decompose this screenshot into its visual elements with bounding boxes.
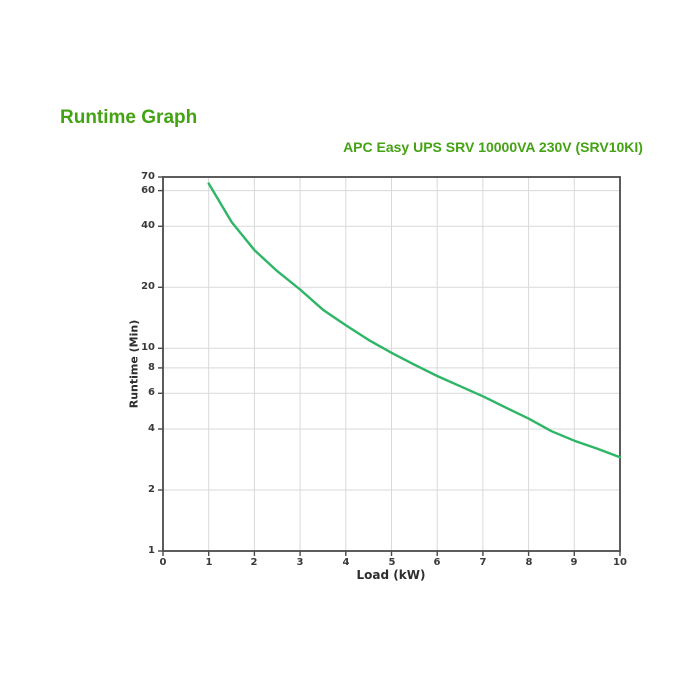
- runtime-curve: [207, 182, 622, 459]
- x-tick-label: 10: [613, 557, 627, 568]
- x-tick-label: 7: [479, 557, 487, 568]
- x-tick-label: 3: [296, 557, 304, 568]
- y-tick-label: 6: [148, 387, 155, 398]
- y-tick-label: 8: [148, 362, 155, 373]
- page-title: Runtime Graph: [60, 107, 198, 128]
- chart-title: APC Easy UPS SRV 10000VA 230V (SRV10KI): [343, 139, 643, 155]
- x-axis-label: Load (kW): [356, 568, 426, 582]
- y-tick-label: 70: [141, 171, 155, 182]
- x-tick-label: 2: [250, 557, 258, 568]
- y-tick-label: 40: [141, 220, 155, 231]
- x-tick-label: 8: [525, 557, 533, 568]
- y-tick-label: 1: [148, 545, 155, 556]
- x-tick-label: 4: [342, 557, 350, 568]
- y-tick-label: 60: [141, 185, 155, 196]
- x-tick-label: 9: [570, 557, 578, 568]
- y-tick-label: 20: [141, 281, 155, 292]
- y-tick-label: 4: [148, 423, 155, 434]
- x-tick-label: 5: [388, 557, 396, 568]
- x-tick-label: 0: [159, 557, 167, 568]
- y-tick-label: 2: [148, 484, 155, 495]
- x-tick-label: 1: [205, 557, 213, 568]
- x-tick-label: 6: [433, 557, 441, 568]
- y-tick-label: 10: [141, 342, 155, 353]
